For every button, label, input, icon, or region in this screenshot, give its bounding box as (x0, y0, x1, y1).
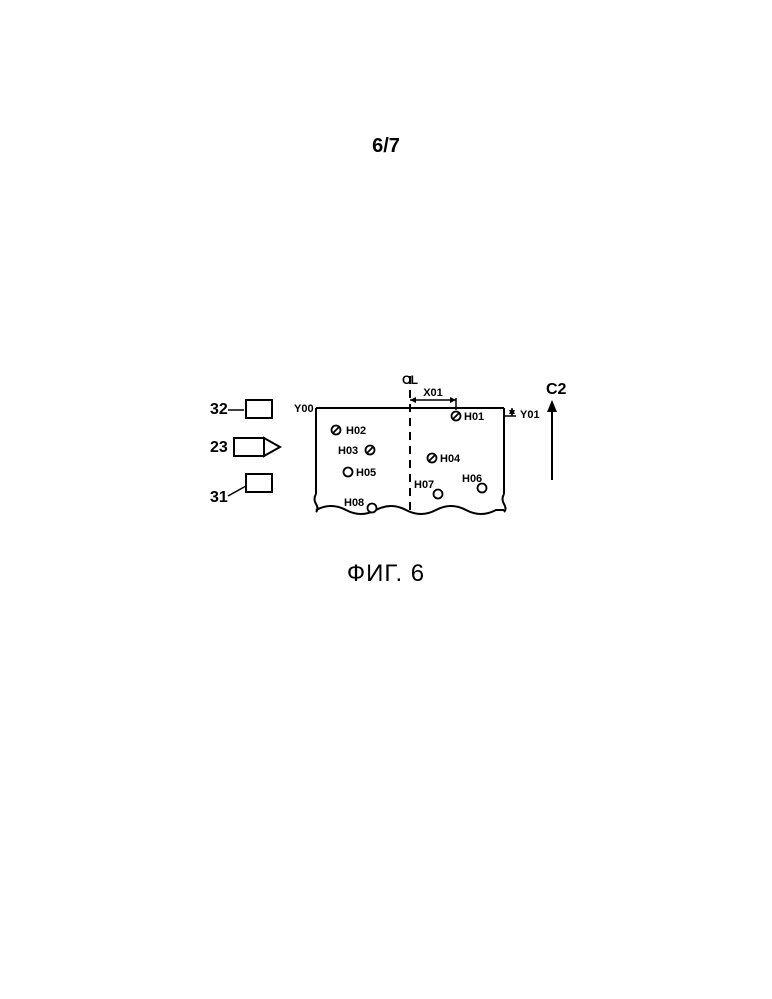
hole-label: H06 (462, 473, 482, 485)
hole-label: H07 (414, 479, 434, 491)
figure-6-diagram: CL X01 Y01 C2 (176, 370, 596, 540)
ref-31: 31 (210, 474, 272, 506)
ref-23-label: 23 (210, 439, 228, 456)
page-number: 6/7 (0, 135, 772, 158)
hole-H07: H07 (414, 479, 443, 499)
y00-label: Y00 (294, 403, 314, 415)
x01-label: X01 (423, 387, 443, 399)
ref-23-tool: 23 (210, 438, 280, 456)
hole-H01: H01 (452, 411, 485, 423)
hole-H03: H03 (338, 445, 375, 457)
hole-label: H02 (346, 425, 366, 437)
hole-H06: H06 (462, 473, 487, 493)
hole-label: H01 (464, 411, 484, 423)
c2-axis: C2 (546, 381, 567, 480)
centerline-label: CL (402, 373, 418, 387)
hole-label: H08 (344, 497, 364, 509)
hole-H05: H05 (344, 467, 377, 479)
hole-label: H03 (338, 445, 358, 457)
y01-dimension: Y01 (504, 408, 540, 421)
c2-label: C2 (546, 381, 567, 398)
ref-32-label: 32 (210, 401, 228, 418)
figure-caption: ФИГ. 6 (0, 560, 772, 588)
ref-31-label: 31 (210, 489, 228, 506)
x01-dimension: X01 (410, 387, 456, 410)
hole-label: H04 (440, 453, 461, 465)
hole-H08: H08 (344, 497, 377, 513)
hole-H02: H02 (332, 425, 367, 437)
hole-label: H05 (356, 467, 376, 479)
y01-label: Y01 (520, 409, 540, 421)
hole-H04: H04 (428, 453, 462, 465)
ref-32: 32 (210, 400, 272, 418)
